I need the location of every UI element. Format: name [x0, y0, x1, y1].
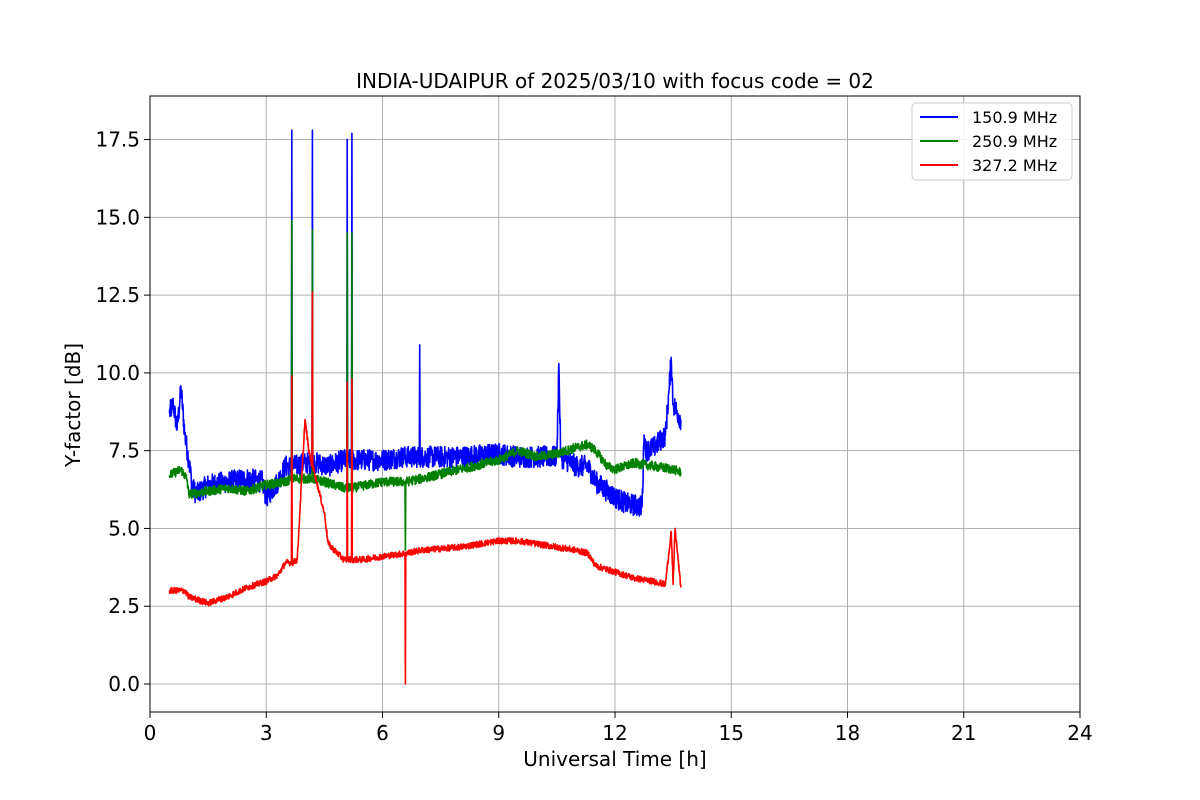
ticks: 0 3 6 9 12 15 18 21 24 0.0 2.5 5.0 7.5 10.0 12.5 15.0 17…: [95, 128, 1092, 745]
series-line-3: [168, 291, 682, 685]
legend: 150.9 MHz 250.9 MHz 327.2 MHz: [911, 102, 1073, 181]
x-tick-label: 24: [1067, 721, 1092, 745]
x-tick-label: 21: [951, 721, 976, 745]
series-line-2: [168, 219, 682, 552]
legend-label: 327.2 MHz: [972, 156, 1057, 175]
x-axis-label: Universal Time [h]: [523, 747, 706, 771]
y-axis-label: Y-factor [dB]: [61, 343, 85, 468]
chart-title: INDIA-UDAIPUR of 2025/03/10 with focus c…: [356, 69, 874, 93]
series-layer: [168, 129, 682, 685]
x-tick-label: 15: [719, 721, 744, 745]
y-tick-label: 7.5: [108, 439, 140, 463]
y-tick-label: 0.0: [108, 672, 140, 696]
series-line-1: [168, 129, 682, 517]
y-tick-label: 12.5: [95, 283, 140, 307]
x-tick-label: 3: [260, 721, 273, 745]
x-tick-label: 9: [492, 721, 505, 745]
x-tick-label: 12: [602, 721, 627, 745]
x-tick-label: 6: [376, 721, 389, 745]
x-tick-label: 18: [835, 721, 860, 745]
x-tick-label: 0: [144, 721, 157, 745]
legend-label: 150.9 MHz: [972, 108, 1057, 127]
y-tick-label: 2.5: [108, 594, 140, 618]
y-tick-label: 10.0: [95, 361, 140, 385]
y-tick-label: 5.0: [108, 516, 140, 540]
y-tick-label: 17.5: [95, 128, 140, 152]
legend-box: [911, 102, 1073, 181]
legend-label: 250.9 MHz: [972, 132, 1057, 151]
y-tick-label: 15.0: [95, 205, 140, 229]
